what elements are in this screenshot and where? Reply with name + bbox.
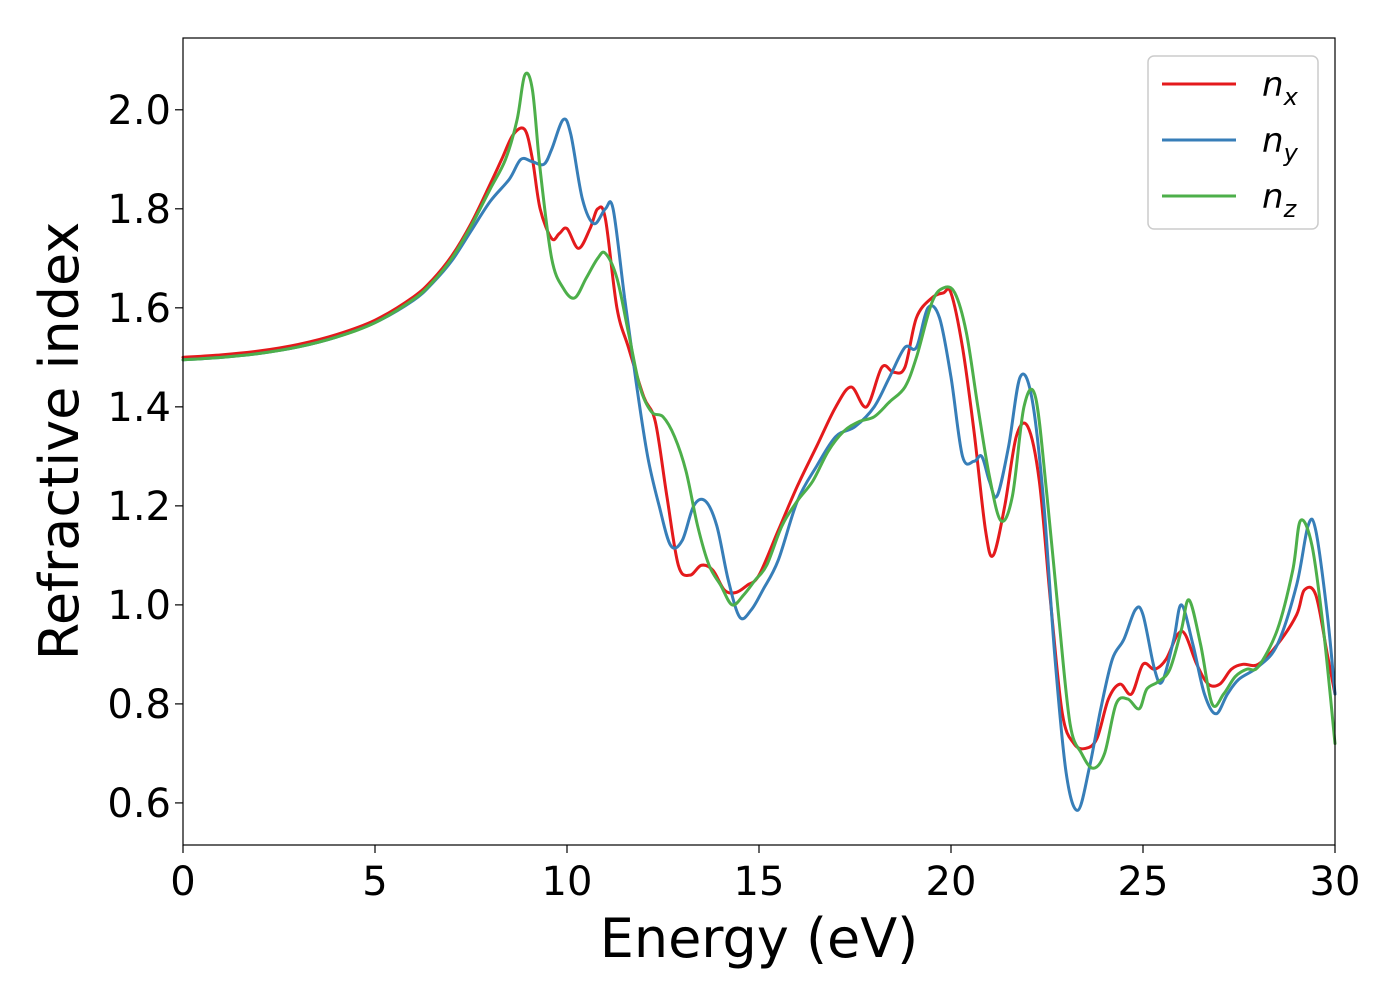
x-axis-title: Energy (eV) bbox=[600, 907, 919, 970]
series-line-nz bbox=[181, 71, 1337, 770]
legend-box bbox=[1147, 55, 1319, 230]
x-tick-label: 25 bbox=[1118, 859, 1169, 905]
y-tick-label: 0.8 bbox=[107, 682, 171, 728]
y-axis-title: Refractive index bbox=[28, 222, 91, 661]
x-tick-label: 20 bbox=[926, 859, 977, 905]
y-tick-label: 0.6 bbox=[107, 781, 171, 827]
y-tick-label: 1.0 bbox=[107, 583, 171, 629]
series-line-nx bbox=[181, 126, 1337, 751]
x-tick-label: 0 bbox=[170, 859, 195, 905]
y-tick-label: 2.0 bbox=[107, 88, 171, 134]
x-tick-label: 30 bbox=[1310, 859, 1361, 905]
x-axis: 0 5 10 15 20 25 30 bbox=[170, 845, 1360, 905]
y-tick-label: 1.4 bbox=[107, 385, 171, 431]
x-tick-label: 5 bbox=[362, 859, 387, 905]
x-tick-label: 15 bbox=[734, 859, 785, 905]
y-tick-label: 1.2 bbox=[107, 484, 171, 530]
y-tick-label: 1.8 bbox=[107, 187, 171, 233]
x-tick-label: 10 bbox=[542, 859, 593, 905]
legend-subscript: x bbox=[1283, 83, 1299, 111]
legend-subscript: z bbox=[1283, 195, 1298, 223]
legend-subscript: y bbox=[1283, 139, 1299, 167]
y-axis: 0.6 0.8 1.0 1.2 1.4 1.6 1.8 2.0 bbox=[107, 88, 183, 827]
y-tick-label: 1.6 bbox=[107, 286, 171, 332]
series-layer bbox=[181, 71, 1337, 812]
